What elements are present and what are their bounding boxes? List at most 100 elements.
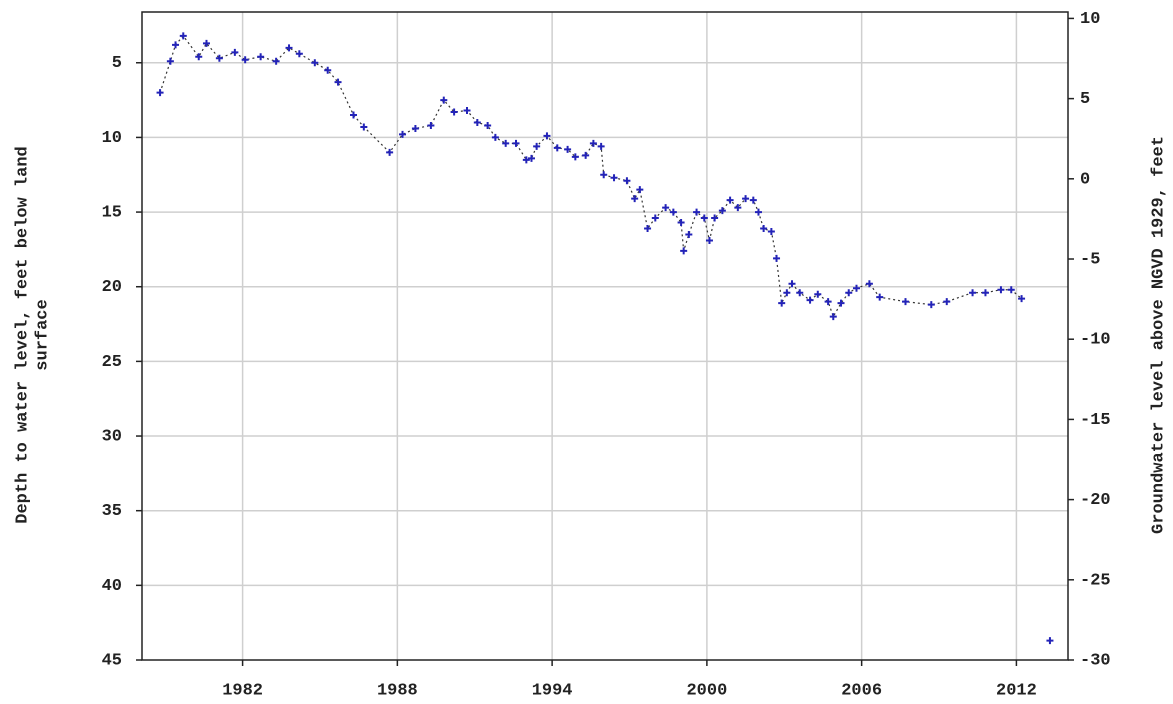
- x-tick-label: 1982: [222, 681, 263, 700]
- y-tick-label: 10: [102, 129, 122, 148]
- data-point: [677, 219, 685, 227]
- plot-frame: [141, 11, 1069, 661]
- x-tick-label: 1994: [532, 681, 573, 700]
- data-point: [571, 153, 579, 161]
- data-point: [829, 313, 837, 321]
- data-point: [726, 196, 734, 204]
- data-point: [685, 230, 693, 238]
- data-point: [778, 299, 786, 307]
- data-point: [491, 133, 499, 141]
- y2-tick-label: -20: [1080, 491, 1111, 510]
- data-point: [600, 171, 608, 179]
- y2-tick-label: 10: [1080, 10, 1100, 29]
- data-point: [257, 53, 265, 61]
- data-point: [749, 196, 757, 204]
- data-point: [927, 301, 935, 309]
- data-point: [788, 280, 796, 288]
- data-point: [773, 254, 781, 262]
- x-tick-label: 2012: [996, 681, 1037, 700]
- data-point: [662, 204, 670, 212]
- y-tick-label: 40: [102, 577, 122, 596]
- data-point: [272, 57, 280, 65]
- data-point: [522, 156, 530, 164]
- x-tick-label: 2006: [841, 681, 882, 700]
- data-point: [700, 214, 708, 222]
- y2-tick-label: 0: [1080, 170, 1090, 189]
- data-point: [837, 299, 845, 307]
- data-point: [172, 41, 180, 49]
- data-point: [943, 298, 951, 306]
- y-tick-label: 35: [102, 502, 122, 521]
- y2-tick-label: -5: [1080, 250, 1100, 269]
- data-point: [156, 89, 164, 97]
- labels: Depth to water level, feet below land su…: [13, 10, 1168, 701]
- data-point: [852, 284, 860, 292]
- data-point: [636, 186, 644, 194]
- data-point: [718, 207, 726, 215]
- data-point: [876, 293, 884, 301]
- data-point: [981, 289, 989, 297]
- data-point: [969, 289, 977, 297]
- x-tick-label: 1988: [377, 681, 418, 700]
- data-point: [324, 66, 332, 74]
- y-tick-label: 15: [102, 204, 122, 223]
- data-point: [285, 44, 293, 52]
- data-point: [589, 139, 597, 147]
- data-point: [669, 208, 677, 216]
- data-point: [350, 111, 358, 119]
- grid: [142, 12, 1068, 660]
- data-point: [901, 298, 909, 306]
- data-point: [711, 214, 719, 222]
- data-point: [195, 53, 203, 61]
- data-point: [783, 289, 791, 297]
- data-point: [1046, 637, 1054, 645]
- data-point: [865, 280, 873, 288]
- data-point: [582, 151, 590, 159]
- y-tick-label: 20: [102, 278, 122, 297]
- x-tick-label: 2000: [686, 681, 727, 700]
- y2-axis-label: Groundwater level above NGVD 1929, feet: [1149, 136, 1168, 534]
- data-point: [311, 59, 319, 67]
- data-point: [463, 107, 471, 115]
- data-point: [202, 39, 210, 47]
- data-point: [295, 50, 303, 58]
- y2-tick-label: -10: [1080, 331, 1111, 350]
- data-point: [1018, 295, 1026, 303]
- data-point: [651, 214, 659, 222]
- data-point: [440, 96, 448, 104]
- data-point: [473, 118, 481, 126]
- data-point: [680, 247, 688, 255]
- data-point: [399, 130, 407, 138]
- data-point: [693, 208, 701, 216]
- data-point: [241, 56, 249, 64]
- y-tick-label: 5: [112, 54, 122, 73]
- data-point: [484, 121, 492, 129]
- data-point: [179, 32, 187, 40]
- y2-tick-label: -15: [1080, 411, 1111, 430]
- data-point: [742, 195, 750, 203]
- y2-tick-label: 5: [1080, 90, 1090, 109]
- data-point: [334, 78, 342, 86]
- data-point: [814, 290, 822, 298]
- y-axis-label: Depth to water level, feet below land: [13, 146, 32, 523]
- y-tick-label: 30: [102, 428, 122, 447]
- y-tick-label: 25: [102, 353, 122, 372]
- data-point: [997, 286, 1005, 294]
- data-point: [411, 124, 419, 132]
- y2-tick-label: -25: [1080, 571, 1111, 590]
- data-point: [231, 48, 239, 56]
- data-point: [360, 123, 368, 131]
- data-point: [564, 145, 572, 153]
- data-point: [512, 139, 520, 147]
- plot-area: [142, 12, 1068, 660]
- data-point: [631, 195, 639, 203]
- data-point: [1007, 286, 1015, 294]
- data-point: [553, 144, 561, 152]
- data-point: [754, 208, 762, 216]
- data-point: [450, 108, 458, 116]
- data-point: [734, 204, 742, 212]
- data-point: [597, 142, 605, 150]
- data-point: [806, 296, 814, 304]
- data-point: [760, 224, 768, 232]
